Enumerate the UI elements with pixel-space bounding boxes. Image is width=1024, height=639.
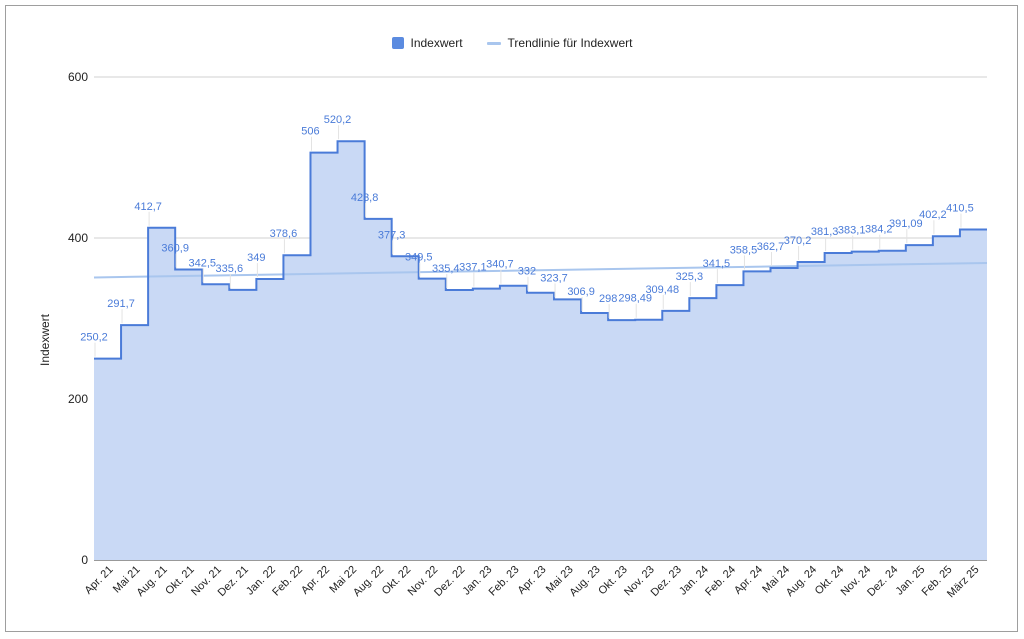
- data-label: 362,7: [757, 241, 785, 253]
- legend-label-trend: Trendlinie für Indexwert: [507, 36, 633, 50]
- x-tick-label: Apr. 21: [83, 564, 116, 597]
- x-tick-label: Dez. 22: [432, 564, 467, 599]
- chart-legend: Indexwert Trendlinie für Indexwert: [0, 36, 1024, 50]
- data-label: 335,6: [216, 263, 244, 275]
- data-label: 383,1: [838, 225, 866, 237]
- y-tick-600: 600: [68, 70, 88, 84]
- legend-label-indexwert: Indexwert: [410, 36, 463, 50]
- data-label: 370,2: [784, 235, 812, 247]
- data-label: 520,2: [324, 114, 352, 126]
- legend-item-indexwert[interactable]: Indexwert: [391, 36, 463, 50]
- data-label: 349: [247, 252, 265, 264]
- data-label: 402,2: [919, 209, 947, 221]
- data-label: 323,7: [540, 272, 568, 284]
- legend-swatch-trend: [486, 41, 501, 45]
- data-label: 423,8: [351, 192, 379, 204]
- y-tick-200: 200: [68, 392, 88, 406]
- series-line: [94, 140, 987, 360]
- data-label: 340,7: [486, 259, 514, 271]
- data-label: 342,5: [188, 257, 216, 269]
- x-tick-label: Feb. 23: [487, 564, 522, 599]
- data-label: 306,9: [567, 286, 595, 298]
- data-label: 309,48: [645, 284, 679, 296]
- x-tick-label: Aug. 23: [567, 564, 602, 599]
- data-label: 360,9: [161, 242, 189, 254]
- data-label: 341,5: [703, 258, 731, 270]
- data-label: 332: [518, 266, 536, 278]
- data-label: 412,7: [134, 201, 162, 213]
- x-tick-label: Dez. 23: [649, 564, 684, 599]
- data-label: 381,3: [811, 226, 839, 238]
- data-label: 378,6: [270, 228, 298, 240]
- data-label: 325,3: [676, 271, 704, 283]
- trend-line: [93, 261, 988, 279]
- y-tick-400: 400: [68, 231, 88, 245]
- series-area-fill: [94, 141, 987, 560]
- data-label: 337,1: [459, 262, 487, 274]
- x-tick-label: Dez. 24: [865, 564, 900, 599]
- data-label: 410,5: [946, 203, 974, 215]
- series-area: [94, 141, 987, 560]
- data-label: 349,5: [405, 252, 433, 264]
- data-label: 298,49: [618, 293, 652, 305]
- x-tick-label: Apr. 24: [732, 564, 765, 597]
- data-label: 335,4: [432, 263, 460, 275]
- legend-swatch-indexwert: [391, 37, 404, 49]
- x-tick-label: Aug. 22: [351, 564, 386, 599]
- x-tick-label: Feb. 24: [703, 564, 738, 599]
- y-tick-0: 0: [81, 553, 88, 567]
- data-label: 298: [599, 293, 617, 305]
- y-tick-labels: 0 200 400 600: [68, 70, 88, 567]
- data-label: 291,7: [107, 298, 135, 310]
- data-label: 384,2: [865, 224, 893, 236]
- data-label: 358,5: [730, 244, 758, 256]
- x-tick-label: Aug. 21: [134, 564, 169, 599]
- x-tick-label: Feb. 22: [270, 564, 305, 599]
- data-label: 506: [301, 126, 319, 138]
- x-tick-label: Dez. 21: [216, 564, 251, 599]
- data-label: 250,2: [80, 332, 108, 344]
- trend-line-group: [93, 261, 988, 279]
- data-label: 377,3: [378, 229, 406, 241]
- x-tick-label: Apr. 23: [515, 564, 548, 597]
- legend-item-trend[interactable]: Trendlinie für Indexwert: [486, 36, 633, 50]
- x-tick-label: Apr. 22: [299, 564, 332, 597]
- y-axis-label: Indexwert: [38, 313, 52, 366]
- series-line-indexwert: [94, 140, 987, 360]
- x-tick-label: Aug. 24: [784, 564, 819, 599]
- data-label: 391,09: [889, 218, 923, 230]
